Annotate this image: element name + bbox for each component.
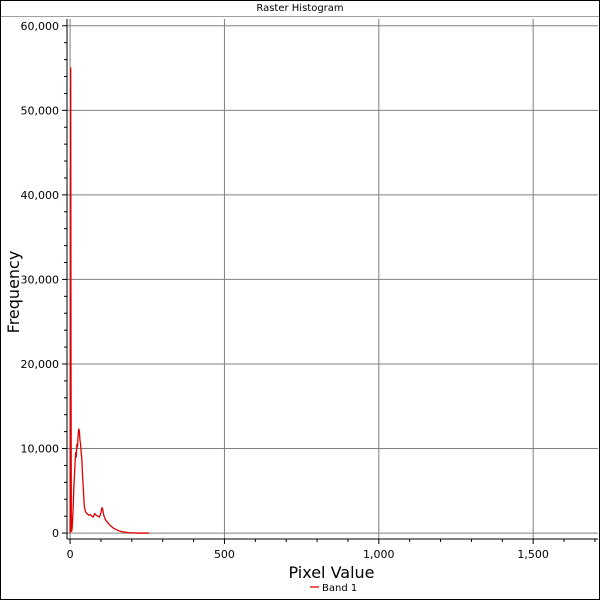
legend: Band 1 [310,583,357,594]
y-tick-label: 30,000 [21,273,60,286]
x-tick-label: 500 [214,548,235,561]
series-line-band-1 [69,67,149,534]
y-tick-label: 60,000 [21,20,60,33]
y-axis-label: Frequency [4,251,23,334]
y-tick-label: 20,000 [21,358,60,371]
legend-label: Band 1 [322,583,357,594]
chart-title: Raster Histogram [1,1,599,17]
y-tick-label: 0 [52,527,59,540]
x-axis-label: Pixel Value [288,563,374,582]
axis-labels: 0 10,000 20,000 30,000 40,000 50,000 60,000 0 50… [4,20,549,582]
y-tick-label: 10,000 [21,443,60,456]
x-tick-label: 0 [67,548,74,561]
axes [62,19,598,544]
plot-area [1,17,599,599]
series-layer [69,67,149,534]
x-tick-label: 1,500 [517,548,549,561]
y-tick-label: 40,000 [21,189,60,202]
x-tick-label: 1,000 [363,548,395,561]
y-tick-label: 50,000 [21,104,60,117]
histogram-chart: 0 10,000 20,000 30,000 40,000 50,000 60,000 0 50… [1,17,599,599]
grid-lines [67,19,598,539]
